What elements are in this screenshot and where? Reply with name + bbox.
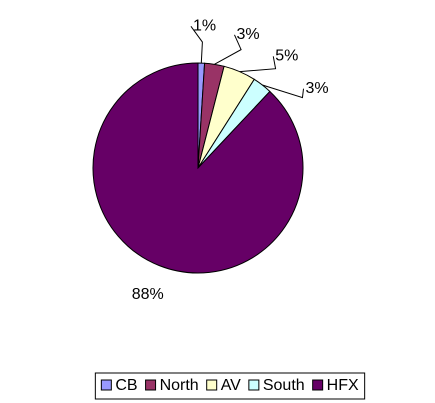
legend-swatch [312,379,324,391]
pie-slice [92,62,304,274]
data-label: 5% [275,48,298,65]
legend-label: AV [221,377,241,394]
pie: 1% 3% 5% 3% 88% [92,18,329,303]
legend-swatch [248,379,260,391]
leader-line [239,56,277,73]
legend-label: North [160,377,199,394]
legend-swatch [145,379,157,391]
leader-line [214,34,242,65]
leader-line [190,26,203,64]
data-label: 1% [193,18,216,35]
data-label: 3% [306,80,329,97]
legend-swatch [100,379,112,391]
data-label: 88% [132,286,164,303]
leader-line [262,84,305,99]
legend-label: CB [115,377,137,394]
legend-label: South [263,377,305,394]
legend: CB North AV South HFX [94,372,366,400]
legend-swatch [206,379,218,391]
data-label: 3% [236,26,259,43]
legend-label: HFX [327,377,359,394]
